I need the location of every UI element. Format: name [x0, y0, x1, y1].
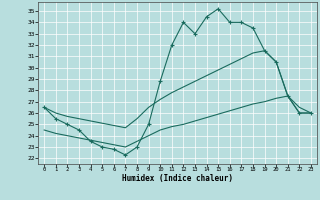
X-axis label: Humidex (Indice chaleur): Humidex (Indice chaleur) — [122, 174, 233, 183]
